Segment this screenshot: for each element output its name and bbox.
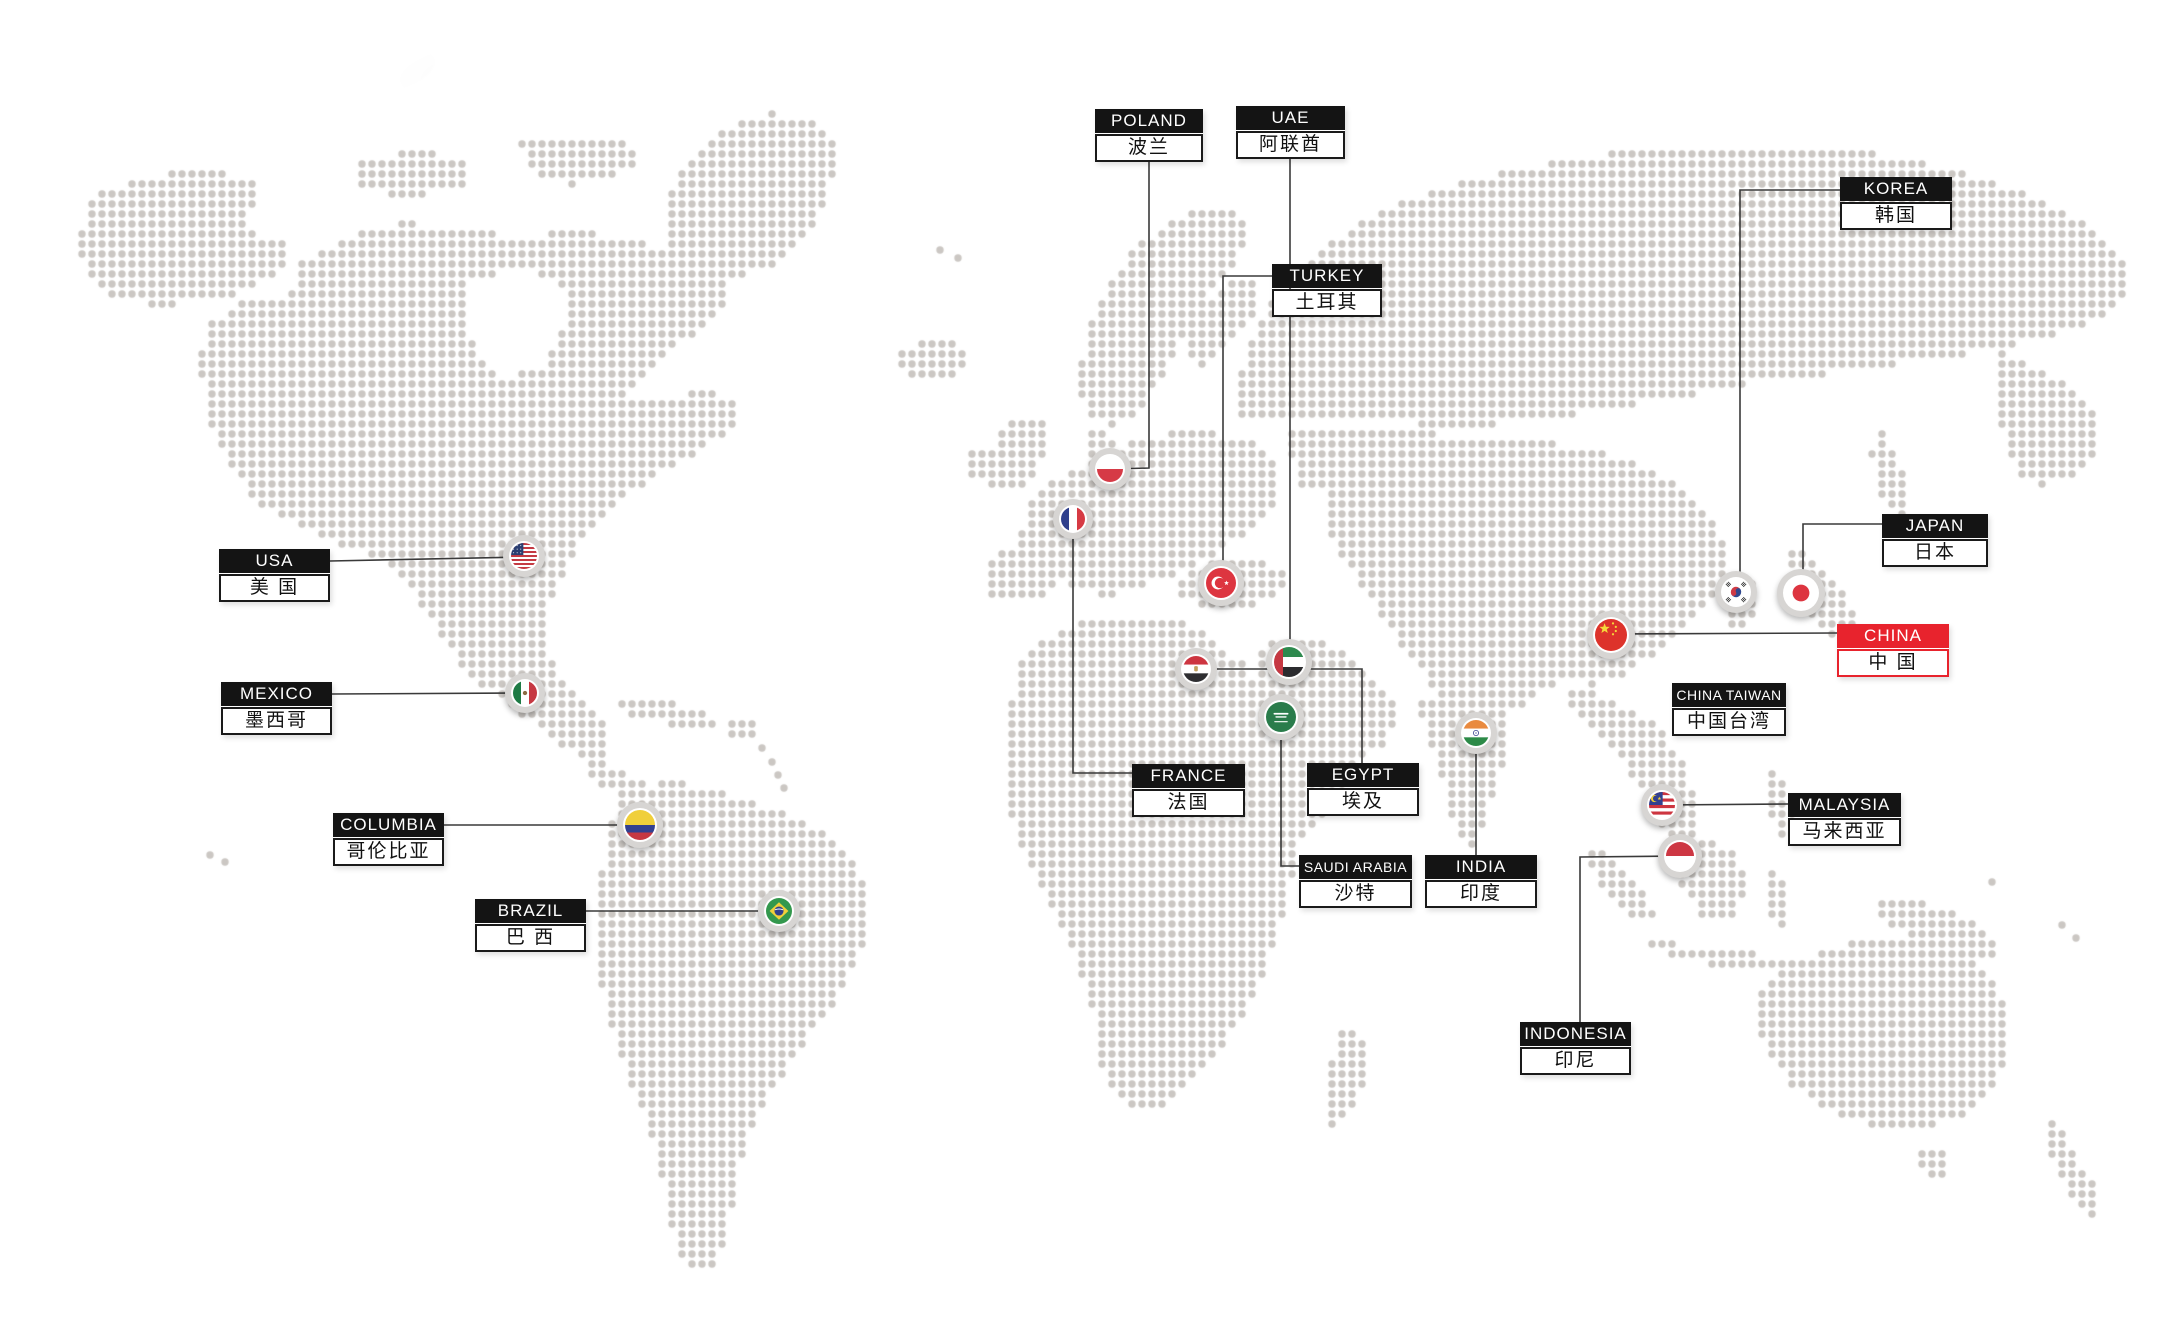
connector-korea bbox=[1739, 189, 1840, 592]
connector-france bbox=[1072, 519, 1132, 774]
connector-malaysia bbox=[1661, 803, 1789, 806]
connector-poland bbox=[1109, 161, 1150, 470]
connector-saudi-arabia bbox=[1280, 717, 1299, 867]
connector-usa bbox=[329, 556, 525, 562]
connector-japan bbox=[1802, 523, 1882, 593]
connector-egypt bbox=[1196, 668, 1363, 763]
connector-mexico bbox=[331, 692, 526, 695]
connector-indonesia bbox=[1579, 855, 1681, 1022]
connector-china bbox=[1610, 632, 1838, 635]
connector-turkey bbox=[1222, 275, 1272, 583]
